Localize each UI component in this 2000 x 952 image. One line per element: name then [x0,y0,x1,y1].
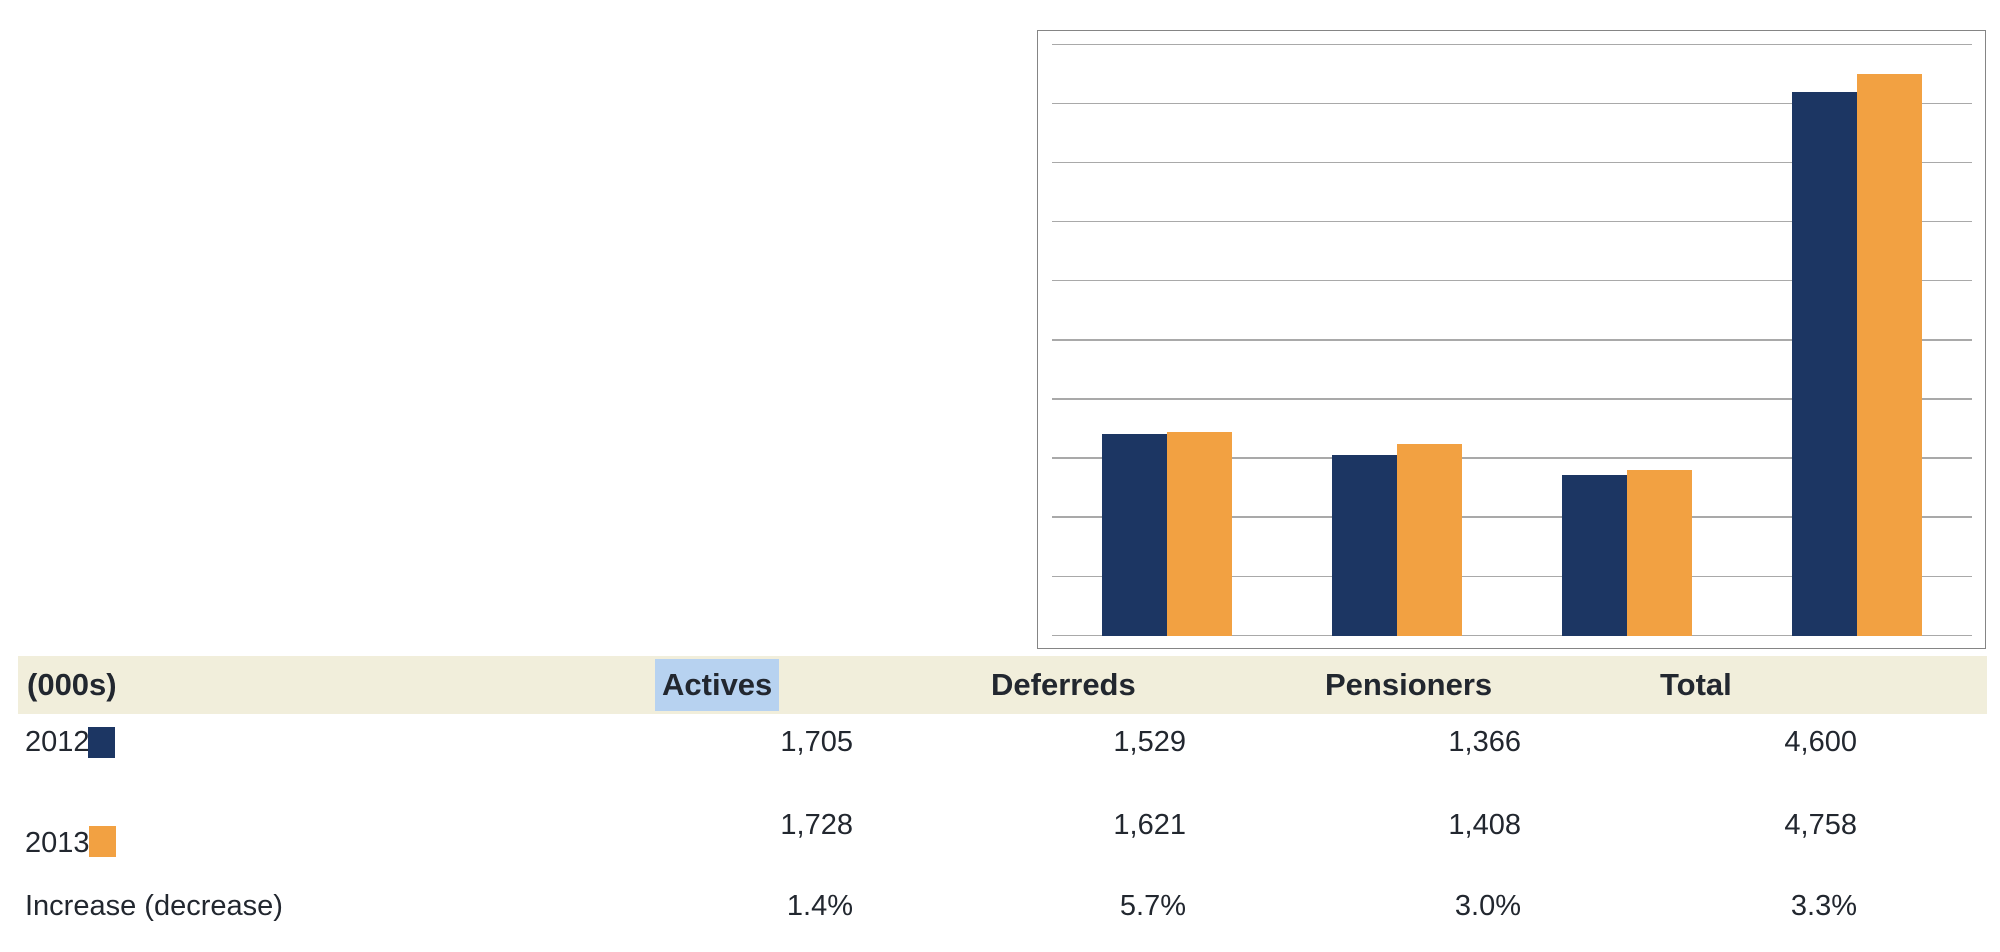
cell-2013-pensioners: 1,408 [1448,809,1521,841]
cell-2012-actives: 1,705 [780,726,853,758]
column-header-deferreds: Deferreds [991,667,1136,702]
gridline-1000 [1052,516,1972,518]
table-header-row: (000s) Actives Deferreds Pensioners Tota… [18,656,1987,714]
units-label: (000s) [27,667,117,702]
gridline-500 [1052,575,1972,577]
cell-increase-deferreds: 5.7% [1119,890,1186,922]
column-header-pensioners: Pensioners [1325,667,1493,702]
bar-2013-deferreds [1397,444,1463,636]
cell-2013-total: 4,758 [1784,809,1857,841]
gridline-4000 [1052,161,1972,164]
cell-2013-deferreds: 1,621 [1113,809,1186,841]
bar-2012-actives [1101,434,1167,636]
bar-2012-deferreds [1331,455,1397,636]
legend-swatch-2013 [89,826,116,857]
column-header-total: Total [1660,667,1732,702]
bar-2013-actives [1167,431,1233,636]
bar-2012-total [1791,92,1857,636]
bar-2012-pensioners [1561,474,1627,636]
cell-increase-total: 3.3% [1790,890,1857,922]
bar-chart [1037,30,1986,649]
gridline-4500 [1052,102,1972,105]
gridline-2500 [1052,339,1972,341]
gridline-3000 [1052,280,1972,282]
gridline-5000 [1052,43,1972,45]
gridline-1500 [1052,457,1972,459]
row-label-2012: 2012 [25,726,90,758]
bar-2013-pensioners [1627,469,1693,636]
x-axis-baseline [1052,634,1972,636]
cell-increase-pensioners: 3.0% [1454,890,1521,922]
gridline-3500 [1052,220,1972,223]
column-header-actives-highlighted[interactable]: Actives [655,659,780,711]
legend-swatch-2012 [88,727,115,758]
row-label-2013: 2013 [25,827,90,859]
chart-plot-area [1052,43,1972,636]
row-label-increase-decrease: Increase (decrease) [25,890,283,922]
cell-2012-deferreds: 1,529 [1113,726,1186,758]
bar-2013-total [1857,73,1923,636]
cell-2012-total: 4,600 [1784,726,1857,758]
cell-2013-actives: 1,728 [780,809,853,841]
gridline-2000 [1052,398,1972,400]
cell-2012-pensioners: 1,366 [1448,726,1521,758]
cell-increase-actives: 1.4% [786,890,853,922]
